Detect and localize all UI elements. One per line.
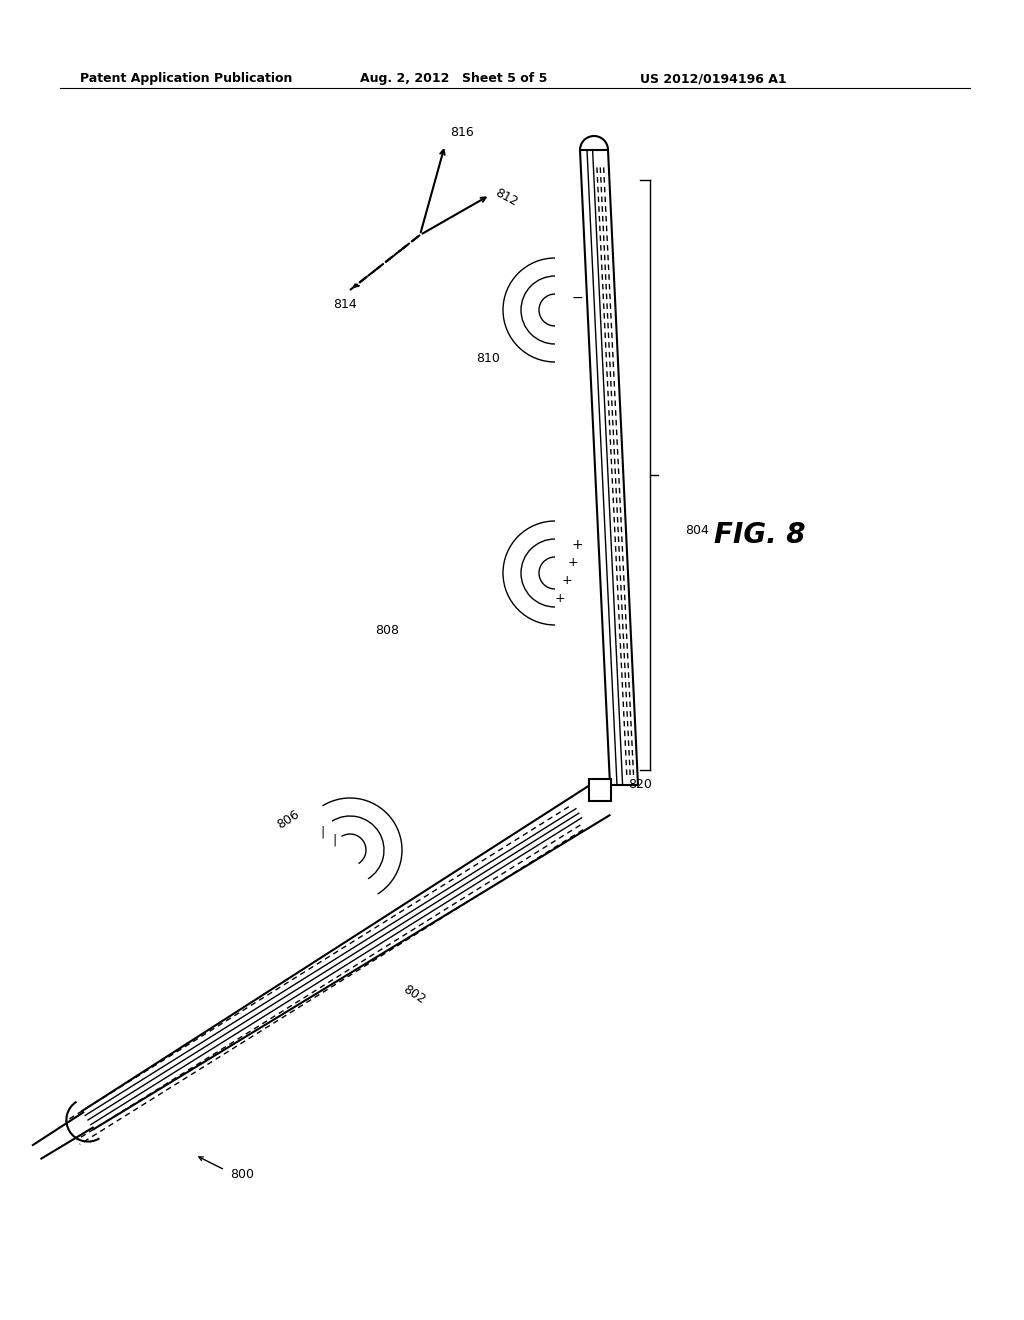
Text: 802: 802	[400, 983, 427, 1007]
Text: +: +	[562, 574, 572, 587]
Text: +: +	[555, 593, 565, 606]
Text: Sheet 5 of 5: Sheet 5 of 5	[462, 73, 548, 84]
Text: 820: 820	[628, 779, 652, 792]
Text: Aug. 2, 2012: Aug. 2, 2012	[360, 73, 450, 84]
Text: |: |	[319, 825, 325, 838]
Text: 806: 806	[274, 808, 302, 832]
Text: 808: 808	[375, 623, 399, 636]
Text: 800: 800	[230, 1168, 254, 1181]
Bar	[589, 779, 611, 801]
Text: 816: 816	[450, 125, 474, 139]
Text: 804: 804	[685, 524, 709, 536]
Text: 814: 814	[333, 298, 357, 312]
Text: 812: 812	[493, 186, 520, 209]
Text: US 2012/0194196 A1: US 2012/0194196 A1	[640, 73, 786, 84]
Text: +: +	[567, 557, 579, 569]
Text: −: −	[571, 290, 583, 305]
Text: +: +	[571, 539, 583, 552]
Text: 810: 810	[476, 351, 500, 364]
Text: FIG. 8: FIG. 8	[715, 521, 806, 549]
Text: Patent Application Publication: Patent Application Publication	[80, 73, 293, 84]
Text: |: |	[333, 833, 337, 846]
Polygon shape	[580, 150, 638, 785]
Polygon shape	[82, 784, 609, 1129]
